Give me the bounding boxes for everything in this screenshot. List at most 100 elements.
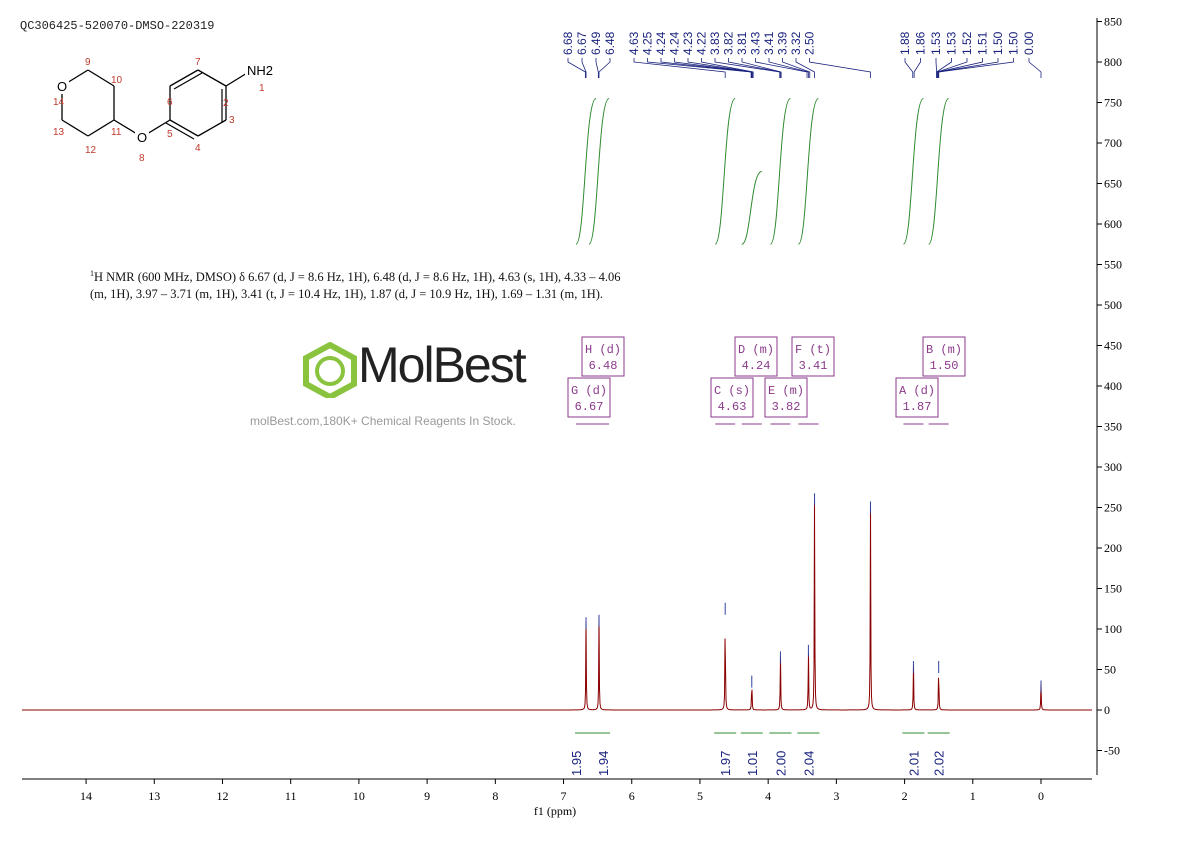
peak-label: 4.24 [654, 31, 668, 55]
double-bond [165, 122, 195, 140]
peak-label: 3.83 [708, 31, 722, 55]
integral-curve [741, 170, 763, 245]
atom-number: 13 [53, 127, 65, 138]
integral-curve [588, 97, 610, 245]
peak-connector [755, 58, 808, 78]
atom-label: NH2 [247, 63, 273, 78]
bond [169, 69, 199, 87]
peak-connector [701, 58, 754, 78]
y-tick-label: 750 [1104, 96, 1122, 110]
x-tick-label: 3 [833, 789, 839, 803]
peak-label: 1.50 [1007, 31, 1021, 55]
peak-label: 2.50 [803, 31, 817, 55]
integral-value: 2.04 [801, 751, 816, 776]
bond [197, 119, 227, 137]
y-tick-label: 500 [1104, 298, 1122, 312]
multiplet-frame [567, 377, 611, 418]
superscript-mass: 1 [90, 269, 94, 278]
y-tick-label: 650 [1104, 177, 1122, 191]
x-tick-label: 9 [424, 789, 430, 803]
peak-connector [937, 58, 983, 78]
integral-value: 2.02 [932, 751, 947, 776]
atom-number: 12 [85, 145, 97, 156]
multiplet-box: E (m) 3.82 [764, 377, 808, 418]
x-tick-label: 7 [561, 789, 567, 803]
multiplet-shift: 4.24 [742, 359, 771, 373]
multiplet-label: C (s) [714, 384, 750, 398]
peak-label: 1.52 [960, 31, 974, 55]
multiplet-box: A (d) 1.87 [895, 377, 939, 418]
watermark-logo-text: MolBest [358, 337, 527, 393]
multiplet-shift: 3.82 [772, 400, 801, 414]
integral-curve [928, 97, 950, 245]
peak-connector [913, 58, 921, 78]
x-tick-label: 4 [765, 789, 771, 803]
peak-connector [809, 58, 871, 78]
multiplet-frame [734, 336, 778, 377]
atom-label: O [137, 130, 147, 145]
atom-number: 1 [259, 83, 265, 94]
multiplet-shift: 6.67 [575, 400, 604, 414]
x-tick-label: 10 [353, 789, 365, 803]
peak-connector [938, 58, 1014, 78]
multiplet-label: G (d) [571, 384, 607, 398]
peak-connector [936, 58, 952, 78]
multiplet-shift: 1.50 [930, 359, 959, 373]
atom-mask [135, 129, 149, 145]
integral-value: 1.97 [718, 751, 733, 776]
peak-label: 3.32 [789, 31, 803, 55]
peak-connector [567, 58, 586, 78]
multiplet-label: F (t) [795, 343, 831, 357]
multiplet-shift: 1.87 [903, 400, 932, 414]
peak-connector [633, 58, 726, 78]
y-tick-label: 700 [1104, 136, 1122, 150]
y-tick-label: 850 [1104, 15, 1122, 29]
x-tick-label: 6 [629, 789, 635, 803]
peak-label: 3.41 [762, 31, 776, 55]
multiplet-label: A (d) [899, 384, 935, 398]
multiplet-box: H (d) 6.48 [581, 336, 625, 377]
peak-connector [936, 58, 968, 78]
bond [169, 119, 199, 137]
peak-label: 1.86 [914, 31, 928, 55]
peak-connector [674, 58, 753, 78]
atom-number: 5 [167, 129, 173, 140]
nmr-text: H NMR (600 MHz, DMSO) δ 6.67 (d, J = 8.6… [90, 270, 621, 302]
x-tick-label: 1 [970, 789, 976, 803]
peak-connector [1028, 58, 1042, 78]
peak-label: 6.49 [589, 31, 603, 55]
y-tick-label: 100 [1104, 622, 1122, 636]
multiplet-box: D (m) 4.24 [734, 336, 778, 377]
y-tick-label: 350 [1104, 420, 1122, 434]
peak-connector [782, 58, 811, 78]
x-tick-label: 5 [697, 789, 703, 803]
benzene-logo-icon [303, 341, 357, 401]
peak-label: 4.23 [681, 31, 695, 55]
x-axis-label: f1 (ppm) [534, 804, 576, 818]
atom-number: 2 [223, 98, 229, 109]
bond [87, 119, 115, 137]
multiplet-box: C (s) 4.63 [710, 377, 754, 418]
multiplet-label: E (m) [768, 384, 804, 398]
y-tick-label: 600 [1104, 217, 1122, 231]
peak-label: 4.24 [668, 31, 682, 55]
atom-number: 7 [195, 57, 201, 68]
atom-mask [55, 78, 69, 94]
y-tick-label: 0 [1104, 703, 1110, 717]
multiplet-shift: 6.48 [589, 359, 618, 373]
y-tick-label: 150 [1104, 582, 1122, 596]
watermark-logo: MolBest [300, 337, 560, 402]
peak-label: 1.88 [898, 31, 912, 55]
peak-connector [595, 58, 599, 78]
peak-label: 6.68 [561, 31, 575, 55]
integral-value: 2.00 [773, 751, 788, 776]
y-tick-label: -50 [1104, 744, 1120, 758]
integral-curve [797, 97, 819, 245]
peak-connector [598, 58, 611, 78]
integral-curve [902, 97, 924, 245]
atom-number: 14 [53, 97, 65, 108]
peak-connector [741, 58, 782, 78]
double-bond [173, 72, 203, 90]
